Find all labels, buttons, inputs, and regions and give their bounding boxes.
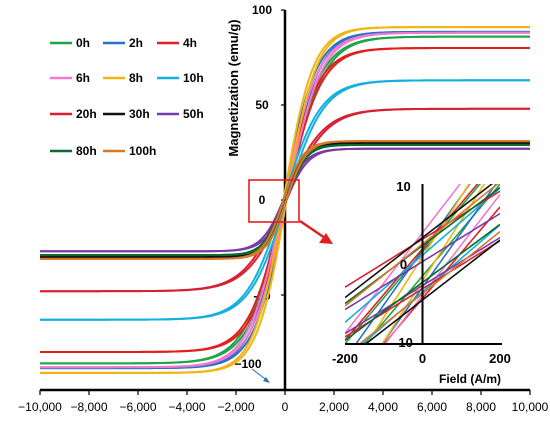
y-axis-label: Magnetization (emu/g) [226,19,241,156]
x-tick-label: 6,000 [417,400,447,414]
y-tick-label: −100 [234,357,261,371]
y-tick-label: 0 [259,193,266,207]
legend-label-6h: 6h [76,71,90,85]
legend: 0h 2h 4h 6h 8h 10h 20h 30h 50h 80h 100h [50,36,204,158]
x-tick-label: 8,000 [466,400,496,414]
y-tick-label: 100 [252,3,272,17]
inset-y-tick-label: 10 [396,179,410,194]
inset-x-tick-label: 200 [489,351,511,366]
series-line-100h-return [40,140,530,260]
x-tick-label: −4,000 [168,400,205,414]
zoom-arrow-line [299,219,326,240]
x-tick-label: −8,000 [70,400,107,414]
x-tick-label: 4,000 [368,400,398,414]
inset-chart: -200 0 200 10 0 -10 Field (A/m) [332,179,511,386]
x-tick-group: −10,000 −8,000 −6,000 −4,000 −2,000 0 2,000 4,0… [18,390,549,414]
legend-label-0h: 0h [76,36,90,50]
legend-label-80h: 80h [76,144,97,158]
inset-y-tick-label: -10 [394,335,413,350]
legend-label-10h: 10h [183,71,204,85]
legend-label-50h: 50h [183,107,204,121]
series-line-8h-return [40,26,530,374]
legend-label-2h: 2h [129,36,143,50]
x-tick-label: 2,000 [319,400,349,414]
legend-label-100h: 100h [129,144,156,158]
series-group [40,26,530,374]
x-tick-label: 10,000 [512,400,549,414]
legend-label-4h: 4h [183,36,197,50]
legend-label-8h: 8h [129,71,143,85]
x-tick-label: 0 [282,400,289,414]
x-tick-label: −6,000 [119,400,156,414]
zoom-arrow-head [319,233,333,244]
inset-x-tick-label: -200 [332,351,358,366]
x-tick-label: −10,000 [18,400,62,414]
legend-label-20h: 20h [76,107,97,121]
y-tick-label: 50 [255,98,269,112]
callout-arrow-head [263,377,270,383]
inset-x-tick-label: 0 [419,351,426,366]
inset-x-axis-label: Field (A/m) [439,372,501,386]
x-tick-label: −2,000 [217,400,254,414]
inset-y-tick-label: 0 [400,257,407,272]
zoom-box [248,179,300,223]
legend-label-30h: 30h [129,107,150,121]
